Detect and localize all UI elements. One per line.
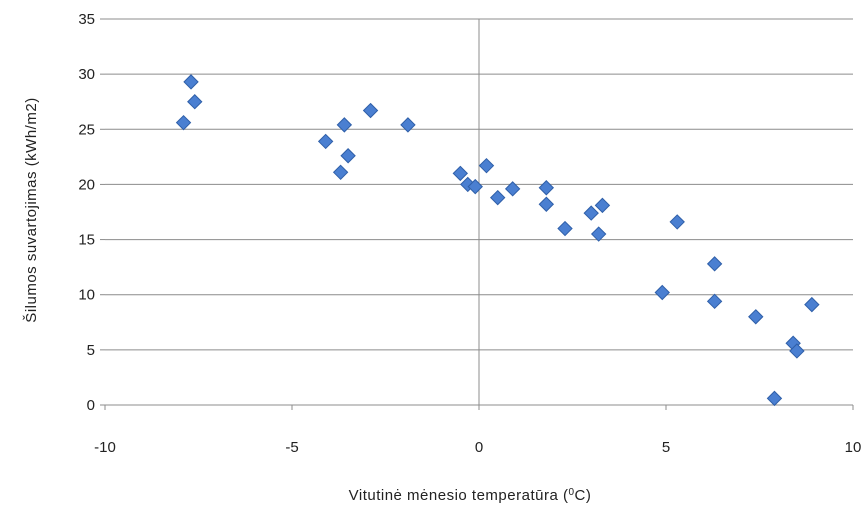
data-point bbox=[504, 181, 521, 197]
data-point bbox=[362, 102, 379, 119]
data-point bbox=[183, 74, 199, 90]
data-point bbox=[804, 296, 820, 313]
data-point bbox=[538, 180, 555, 196]
y-tick-label: 0 bbox=[87, 397, 95, 414]
data-point bbox=[317, 133, 334, 150]
y-tick-label: 30 bbox=[78, 66, 95, 83]
data-point bbox=[594, 197, 611, 214]
data-point bbox=[538, 196, 555, 212]
data-point bbox=[590, 226, 607, 242]
y-axis-title: Šilumos suvartojimas (kWh/m2) bbox=[23, 97, 40, 322]
data-point bbox=[452, 165, 469, 182]
y-tick-label: 5 bbox=[87, 342, 95, 359]
y-tick-labels: 0 5 10 15 20 25 30 35 bbox=[78, 11, 95, 414]
data-point bbox=[175, 114, 192, 131]
x-tick-label: 0 bbox=[475, 439, 483, 456]
y-tick-label: 20 bbox=[78, 176, 95, 193]
x-axis-title: Vitutinė mėnesio temperatūra (0C) bbox=[349, 487, 592, 505]
data-point bbox=[467, 178, 483, 195]
data-point bbox=[478, 157, 495, 174]
y-tick-label: 15 bbox=[78, 232, 95, 249]
data-point bbox=[489, 189, 506, 206]
data-point bbox=[706, 256, 723, 272]
x-tick-label: 5 bbox=[662, 439, 670, 456]
data-point bbox=[187, 94, 203, 110]
y-tick-label: 25 bbox=[78, 121, 95, 138]
y-tick-label: 10 bbox=[78, 287, 95, 304]
x-tick-label: 10 bbox=[845, 439, 862, 456]
y-tick-label: 35 bbox=[78, 11, 95, 28]
data-point bbox=[748, 309, 764, 325]
data-points bbox=[175, 74, 820, 407]
x-tick-label: -5 bbox=[285, 439, 298, 456]
data-point bbox=[336, 117, 353, 133]
x-tick-label: -10 bbox=[94, 439, 116, 456]
data-point bbox=[332, 164, 349, 181]
data-point bbox=[669, 214, 685, 230]
data-point bbox=[583, 205, 599, 221]
data-point bbox=[766, 390, 783, 407]
axes bbox=[100, 18, 854, 410]
data-point bbox=[789, 343, 805, 359]
data-point bbox=[654, 284, 670, 301]
data-point bbox=[557, 220, 573, 237]
data-point bbox=[706, 293, 723, 310]
data-point bbox=[400, 117, 416, 133]
data-point bbox=[340, 148, 356, 164]
x-tick-labels: -10 -5 0 5 10 bbox=[94, 439, 861, 456]
